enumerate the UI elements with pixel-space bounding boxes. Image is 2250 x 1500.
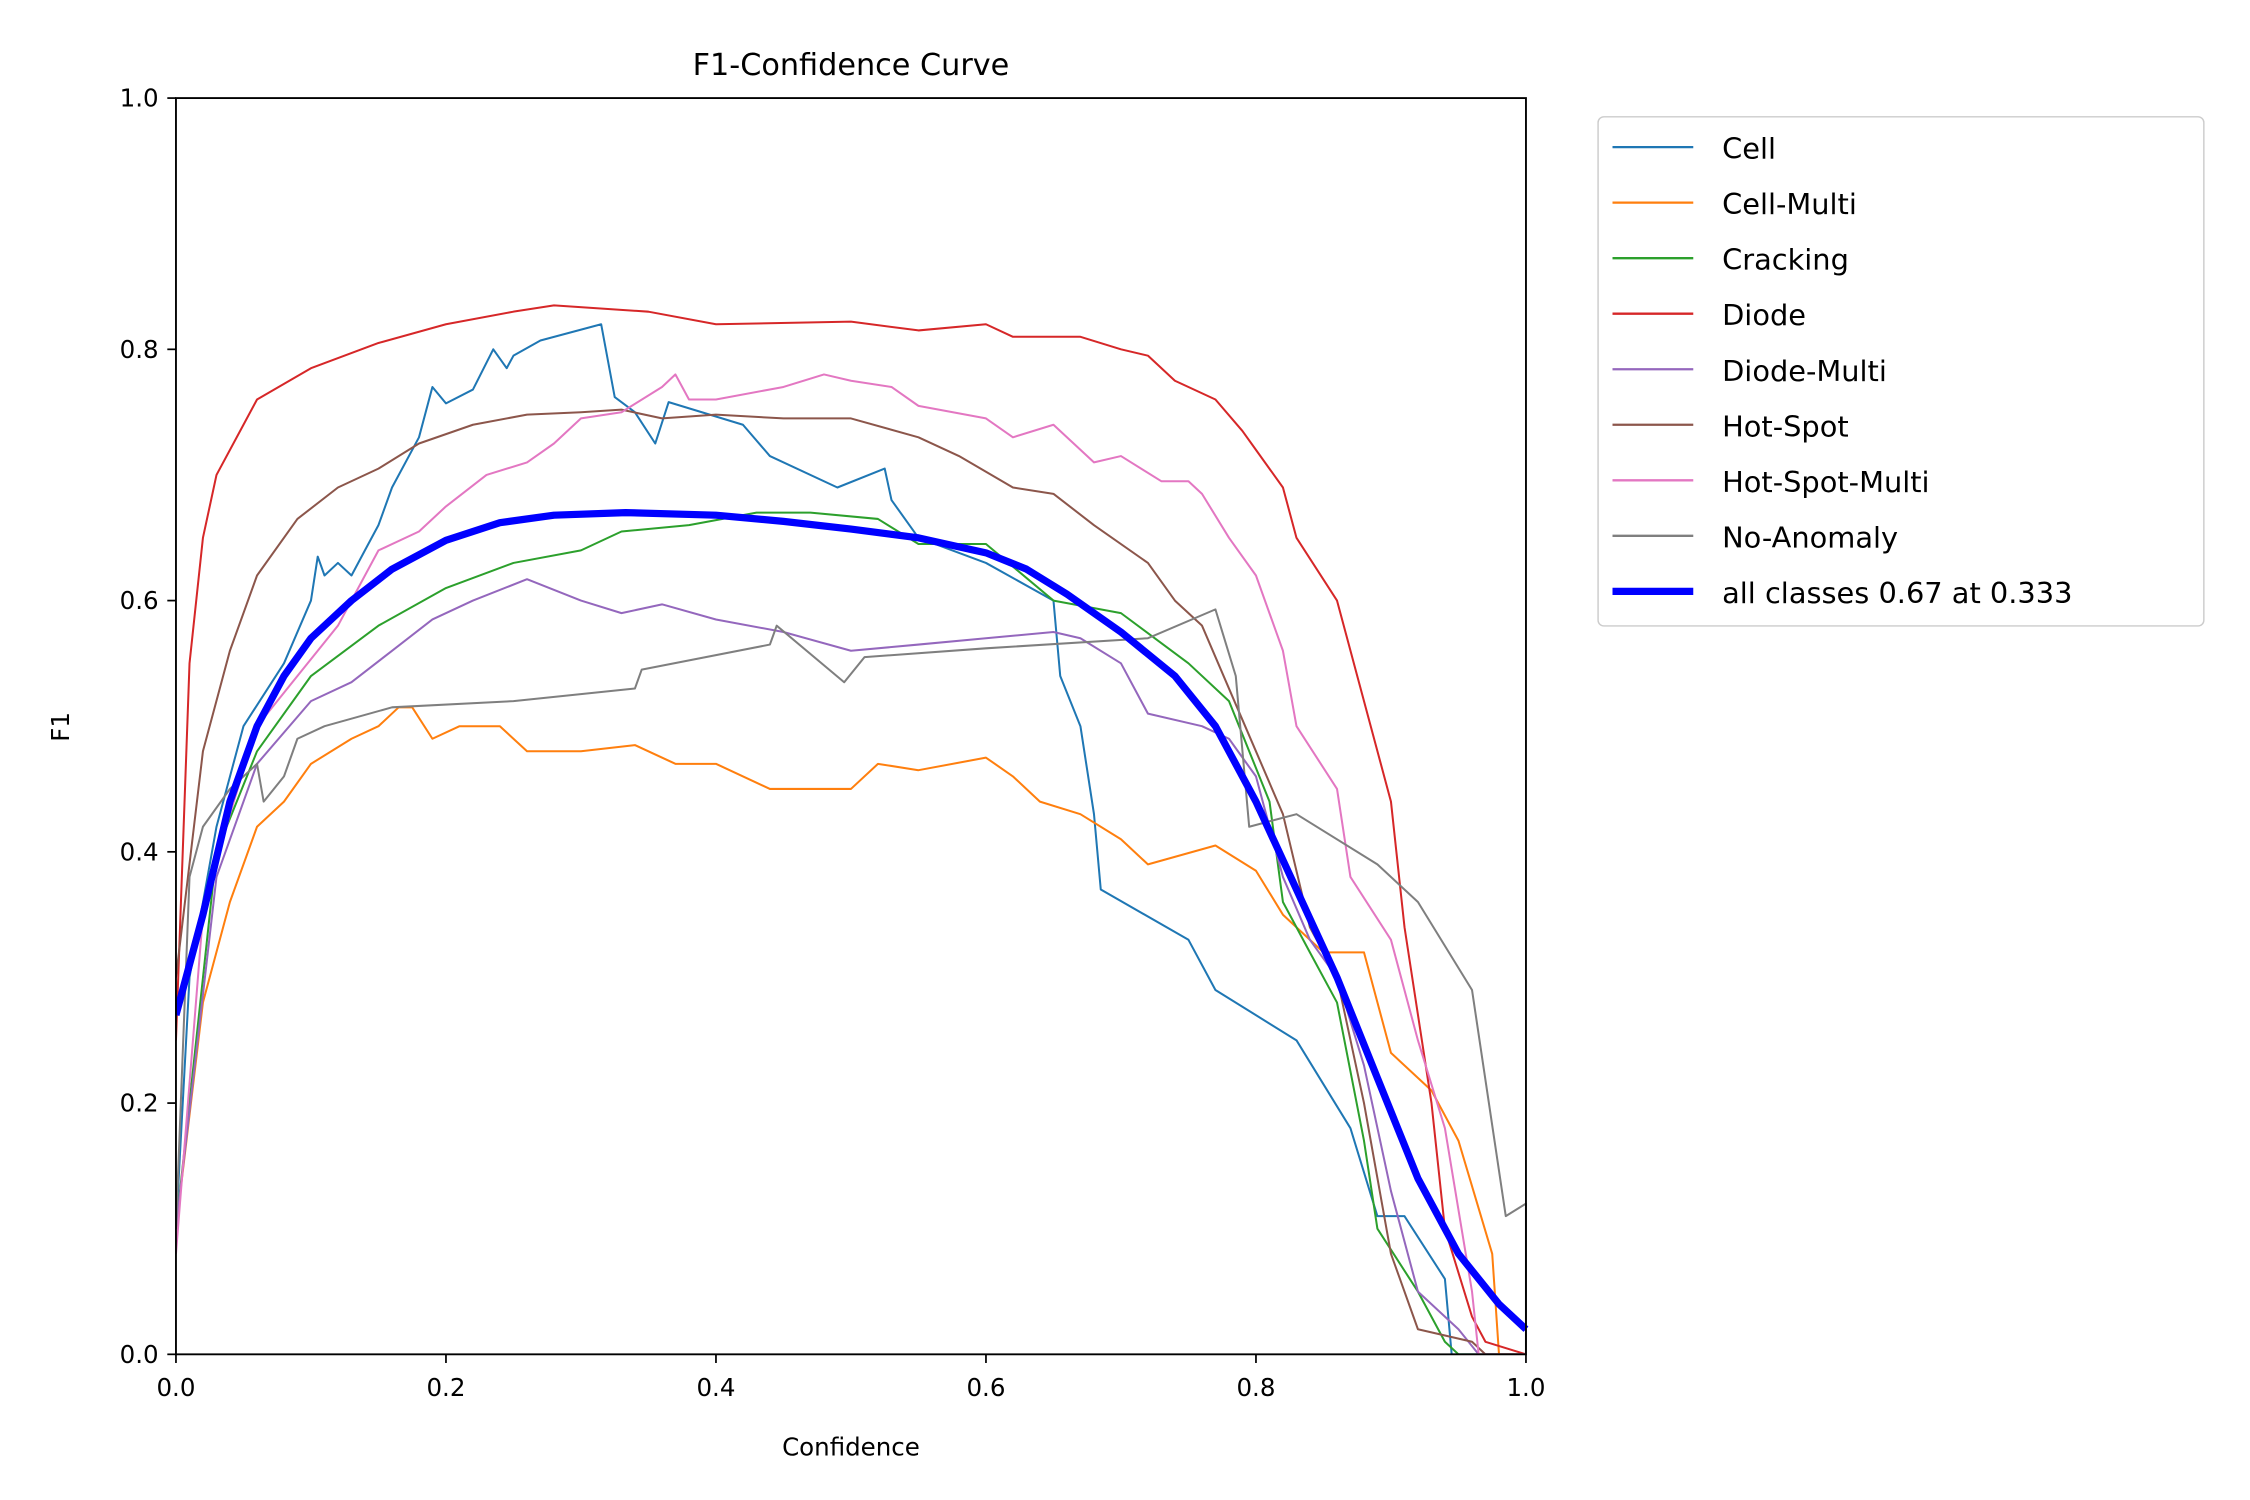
legend-label: Hot-Spot: [1722, 409, 1849, 443]
y-tick-label: 0.8: [120, 335, 159, 364]
legend-item: Diode: [1612, 298, 1806, 332]
series-line-all-classes-0-67-at-0-333: [175, 508, 1529, 1332]
series-line-cell: [175, 323, 1526, 1355]
x-tick-label: 0.4: [696, 1373, 735, 1402]
legend-label: Cracking: [1722, 243, 1849, 277]
legend-label: all classes 0.67 at 0.333: [1722, 576, 2072, 610]
series-line-diode-multi: [175, 578, 1526, 1355]
legend-label: No-Anomaly: [1722, 520, 1898, 554]
series-line-hot-spot: [175, 408, 1526, 1355]
y-tick-label: 0.4: [120, 837, 159, 866]
x-tick-label: 0.6: [966, 1373, 1005, 1402]
y-tick-label: 1.0: [120, 84, 159, 113]
series-line-diode: [175, 304, 1527, 1355]
chart-title: F1-Confidence Curve: [693, 48, 1010, 83]
legend-label: Diode-Multi: [1722, 354, 1887, 388]
x-tick-label: 0.2: [426, 1373, 465, 1402]
x-tick-label: 0.0: [156, 1373, 195, 1402]
legend-item: Cell-Multi: [1612, 187, 1857, 221]
legend: Cell Cell-Multi Cracking Diode Diode-Multi Ho…: [1597, 116, 2205, 627]
series-line-cell-multi: [175, 706, 1526, 1355]
legend-item: Cell: [1612, 132, 1776, 166]
legend-label: Cell: [1722, 132, 1776, 166]
legend-label: Diode: [1722, 298, 1806, 332]
legend-frame: [1597, 116, 2205, 627]
series-line-hot-spot-multi: [175, 373, 1526, 1355]
legend-item: Hot-Spot: [1612, 409, 1849, 443]
legend-item: Cracking: [1612, 243, 1849, 277]
y-tick-label: 0.0: [120, 1340, 159, 1369]
axis-ticks: 0.0 0.2 0.4 0.6 0.8 1.0 0.0 0.2 0.4 0.6 0.8 1.0: [120, 84, 1546, 1402]
series-line-no-anomaly: [175, 608, 1527, 1355]
plot-frame: [175, 97, 1527, 1356]
series-layer: [175, 304, 1529, 1355]
y-tick-label: 0.2: [120, 1089, 159, 1118]
x-axis-label: Confidence: [782, 1432, 920, 1461]
series-line-cracking: [175, 511, 1526, 1355]
legend-label: Cell-Multi: [1722, 187, 1857, 221]
legend-item: No-Anomaly: [1612, 520, 1898, 554]
legend-label: Hot-Spot-Multi: [1722, 465, 1929, 499]
x-tick-label: 1.0: [1506, 1373, 1545, 1402]
legend-item: Hot-Spot-Multi: [1612, 465, 1930, 499]
y-axis-label: F1: [46, 712, 75, 742]
x-tick-label: 0.8: [1236, 1373, 1275, 1402]
legend-item: all classes 0.67 at 0.333: [1612, 576, 2072, 610]
legend-item: Diode-Multi: [1612, 354, 1887, 388]
y-tick-label: 0.6: [120, 586, 159, 615]
